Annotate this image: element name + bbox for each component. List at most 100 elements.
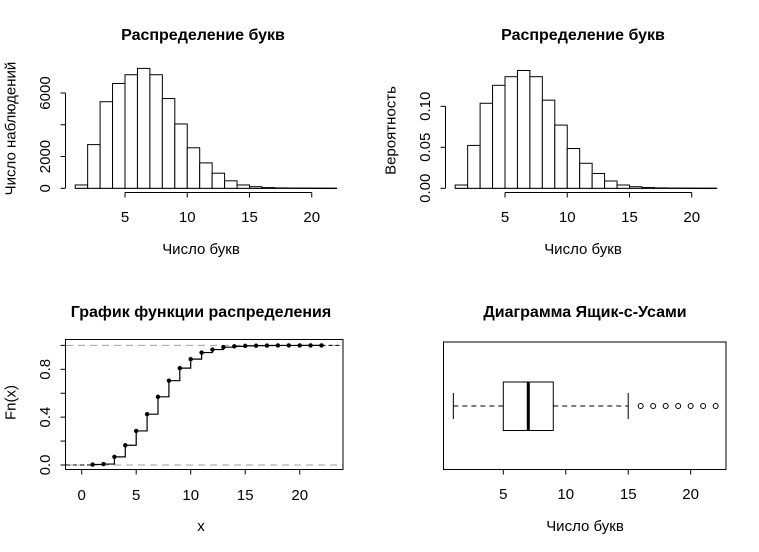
ecdf-plot-ecdf-point <box>199 350 204 355</box>
letters-histogram-counts-histogram-bar <box>112 82 126 189</box>
letters-histogram-probability-x-axis-tick-label: 5 <box>501 209 509 226</box>
letters-histogram-counts-histogram-bar <box>249 186 263 189</box>
hist-counts-xlabel: Число букв <box>162 241 240 258</box>
letters-histogram-probability-y-axis-tick-label: 0.00 <box>417 174 434 203</box>
hist-probability-title: Распределение букв <box>501 27 665 44</box>
ecdf-plot-ecdf-point <box>90 462 95 467</box>
ecdf-plot-x-axis-tick-label: 15 <box>237 487 254 504</box>
letters-histogram-probability-x-axis-tick-label: 20 <box>683 209 700 226</box>
letters-histogram-counts-histogram-bar <box>224 180 238 189</box>
letters-histogram-counts-histogram-bar <box>87 144 101 189</box>
letters-histogram-counts-histogram-bar <box>74 184 89 189</box>
ecdf-plot-ecdf-point <box>177 365 182 371</box>
letters-histogram-counts-histogram-bar <box>261 187 275 189</box>
ecdf-plot-ecdf-point <box>264 343 270 348</box>
letters-histogram-probability-histogram-bar <box>492 84 506 189</box>
letters-histogram-probability-histogram-bar <box>504 76 518 189</box>
hist-probability-xlabel: Число букв <box>544 241 622 258</box>
ecdf-plot-ecdf-point <box>221 344 226 350</box>
letters-histogram-counts-x-axis-tick-label: 20 <box>303 209 320 226</box>
letters-histogram-counts-y-axis-tick-label: 2000 <box>37 140 54 173</box>
letters-histogram-probability-histogram-bar <box>454 184 469 189</box>
ecdf-plot-ecdf-point <box>286 343 291 348</box>
letters-boxplot-frame <box>443 341 727 470</box>
hist-probability-ylabel: Вероятность <box>382 86 400 175</box>
ecdf-plot-x-axis-tick-label: 5 <box>132 487 140 504</box>
letters-histogram-counts-y-axis-tick-label: 0 <box>37 184 54 192</box>
letters-histogram-probability-histogram-bar <box>554 124 568 189</box>
letters-histogram-probability-histogram-bar <box>604 180 618 189</box>
ecdf-plot-ecdf-point <box>243 343 248 349</box>
letters-histogram-probability-histogram-bar <box>629 186 643 189</box>
hist-counts-title: Распределение букв <box>121 27 285 44</box>
letters-histogram-probability-histogram-bar <box>641 187 655 189</box>
letters-boxplot-x-axis-tick-label: 20 <box>682 486 699 503</box>
letters-histogram-counts-histogram-bar <box>124 74 138 189</box>
letters-histogram-probability-x-axis-tick-label: 10 <box>559 209 576 226</box>
letters-histogram-probability-histogram-bar <box>566 148 581 189</box>
ecdf-plot-frame <box>65 339 344 470</box>
letters-histogram-counts-histogram-bar <box>136 67 151 189</box>
letters-histogram-counts-histogram-bar <box>211 172 226 189</box>
letters-histogram-probability-y-axis-tick-label: 0.05 <box>417 133 434 162</box>
ecdf-plot-ecdf-point <box>144 411 150 417</box>
letters-histogram-counts-histogram-bar <box>186 147 201 189</box>
ecdf-plot-x-axis-tick-label: 10 <box>182 487 199 504</box>
boxplot-title: Диаграмма Ящик-с-Усами <box>483 304 687 321</box>
ecdf-plot-ecdf-point <box>188 356 193 362</box>
letters-histogram-counts-histogram-bar <box>149 74 163 189</box>
letters-boxplot-x-axis-tick-label: 15 <box>620 486 637 503</box>
letters-boxplot-outlier-point <box>700 403 707 409</box>
letters-boxplot-outlier-point <box>637 403 644 409</box>
ecdf-xlabel: x <box>197 518 205 535</box>
ecdf-plot-x-axis-tick-label: 20 <box>291 487 308 504</box>
letters-histogram-counts-histogram-bar <box>236 184 251 189</box>
boxplot-xlabel: Число букв <box>546 518 624 535</box>
letters-boxplot-x-axis-tick-label: 10 <box>557 486 574 503</box>
letters-histogram-probability-y-axis-tick-label: 0.10 <box>417 92 434 121</box>
ecdf-title: График функции распределения <box>70 304 332 321</box>
letters-histogram-probability-x-axis-tick-label: 15 <box>621 209 638 226</box>
ecdf-plot-ecdf-point <box>275 343 281 348</box>
letters-histogram-counts-x-axis-tick-label: 10 <box>179 209 196 226</box>
ecdf-plot-ecdf-point <box>253 343 259 348</box>
ecdf-plot-y-axis-tick-label: 0.8 <box>37 359 54 380</box>
ecdf-plot-ecdf-point <box>134 428 139 434</box>
letters-histogram-probability-histogram-bar <box>516 69 531 189</box>
ecdf-ylabel: Fn(x) <box>2 385 20 420</box>
letters-histogram-counts-histogram-bar <box>199 162 213 189</box>
ecdf-plot-ecdf-point <box>155 394 161 400</box>
ecdf-plot-y-axis-tick-label: 0.0 <box>37 455 54 476</box>
letters-histogram-probability-histogram-bar <box>479 102 494 189</box>
letters-histogram-counts-x-axis-tick-label: 5 <box>121 209 129 226</box>
letters-boxplot-outlier-point <box>650 403 657 409</box>
ecdf-plot-ecdf-point <box>308 343 313 348</box>
letters-boxplot-outlier-point <box>675 403 682 409</box>
ecdf-plot-ecdf-point <box>166 378 172 383</box>
ecdf-plot-ecdf-point <box>210 347 215 352</box>
ecdf-plot-ecdf-point <box>112 454 117 460</box>
letters-boxplot-outlier-point <box>687 403 694 409</box>
ecdf-plot-x-axis-tick-label: 0 <box>78 487 86 504</box>
ecdf-plot-y-axis-tick-label: 0.4 <box>37 407 54 428</box>
letters-boxplot-x-axis-tick-label: 5 <box>499 486 507 503</box>
letters-histogram-probability-histogram-bar <box>616 184 630 189</box>
ecdf-plot-ecdf-point <box>319 343 324 348</box>
letters-histogram-counts-y-axis-tick-label: 6000 <box>37 76 54 109</box>
letters-histogram-probability-histogram-bar <box>467 144 481 189</box>
letters-histogram-counts-histogram-bar <box>161 98 176 189</box>
letters-histogram-counts-x-axis-tick-label: 15 <box>241 209 258 226</box>
letters-histogram-probability-histogram-bar <box>529 76 543 189</box>
letters-boxplot-outlier-point <box>662 403 669 409</box>
letters-histogram-probability-histogram-bar <box>579 162 593 189</box>
letters-histogram-probability-histogram-bar <box>541 99 556 189</box>
hist-counts-ylabel: Число наблюдений <box>2 61 20 196</box>
letters-histogram-probability-histogram-bar <box>591 172 606 189</box>
ecdf-plot-ecdf-point <box>101 461 106 467</box>
ecdf-plot-ecdf-point <box>123 443 128 448</box>
ecdf-plot-ecdf-point <box>232 344 237 349</box>
letters-boxplot-outlier-point <box>712 403 719 409</box>
letters-histogram-counts-histogram-bar <box>174 123 188 189</box>
